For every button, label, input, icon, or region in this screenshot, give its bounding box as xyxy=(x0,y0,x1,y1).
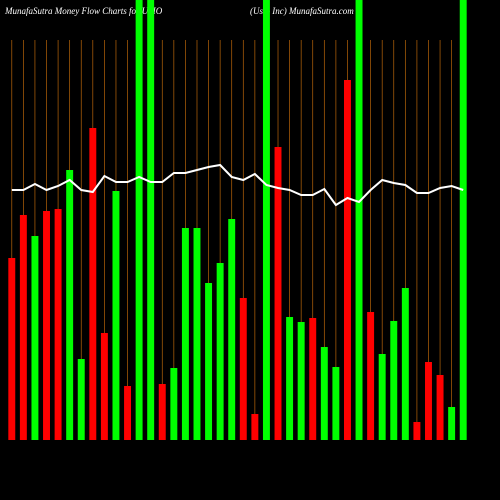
bar xyxy=(251,414,259,440)
bar xyxy=(77,359,85,440)
bar xyxy=(181,228,189,440)
bar xyxy=(100,333,108,440)
bar xyxy=(320,347,328,440)
bar xyxy=(54,209,62,440)
bar xyxy=(147,0,155,440)
bar xyxy=(413,422,421,440)
bar xyxy=(112,191,120,440)
bar xyxy=(297,322,305,440)
bar xyxy=(425,362,432,440)
bar xyxy=(274,147,282,440)
bar xyxy=(228,219,236,440)
bar xyxy=(216,263,224,440)
chart-title: MunafaSutra Money Flow Charts for USIO xyxy=(4,6,163,16)
chart-subtitle: (Usio Inc) MunafaSutra.com xyxy=(250,6,354,16)
bar xyxy=(170,368,178,440)
bar xyxy=(367,312,375,440)
bar xyxy=(286,317,294,440)
bar xyxy=(89,128,97,440)
bar xyxy=(43,211,50,440)
bar xyxy=(66,170,74,440)
bar xyxy=(436,375,444,440)
bar xyxy=(158,384,166,440)
bar xyxy=(124,386,132,440)
bar xyxy=(459,0,467,440)
bar xyxy=(401,288,409,440)
bar xyxy=(390,321,398,440)
bar xyxy=(262,0,270,440)
bar xyxy=(343,80,351,440)
bar xyxy=(8,258,16,440)
bar xyxy=(193,228,201,440)
bar xyxy=(31,236,39,440)
bar xyxy=(239,298,247,440)
bar xyxy=(448,407,456,440)
bar xyxy=(332,367,340,440)
money-flow-line xyxy=(11,163,464,207)
bar xyxy=(135,0,143,440)
bar xyxy=(355,0,363,440)
bar xyxy=(378,354,386,440)
bar xyxy=(205,283,213,440)
bar xyxy=(19,215,27,440)
bar xyxy=(309,318,317,440)
